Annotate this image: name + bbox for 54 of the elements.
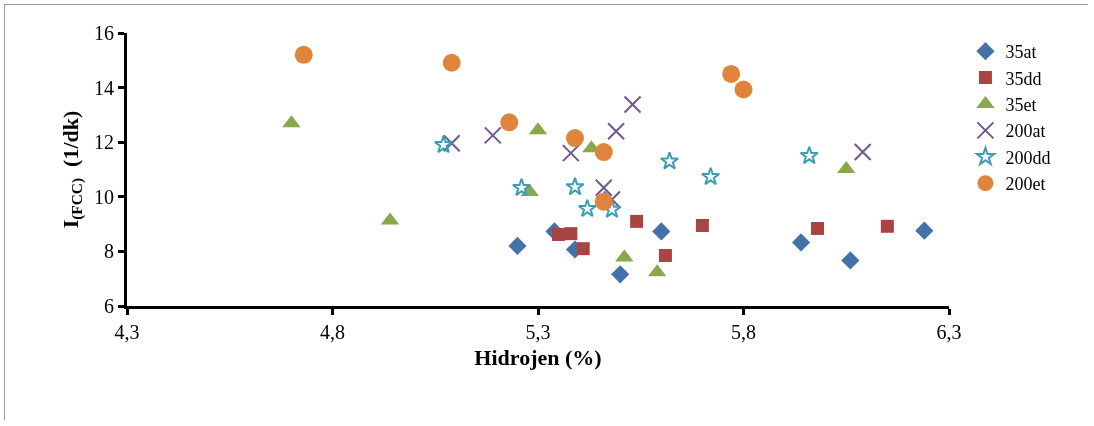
point [607,122,626,141]
point [442,134,461,153]
point [630,214,644,228]
point [880,219,894,233]
x-tick-label: 4,8 [320,321,345,343]
point [511,177,532,197]
point [508,236,527,256]
point [652,222,671,241]
point [623,95,642,114]
legend-label: 35et [1005,95,1037,116]
y-tick-label: 10 [94,185,114,208]
point [500,113,519,132]
point [810,221,824,235]
point [853,143,872,162]
point [564,227,578,241]
point [594,178,613,197]
x-tick-label: 5,8 [731,321,756,343]
y-tick-label: 16 [94,22,114,44]
point [658,249,672,262]
point [722,64,741,83]
legend-label: 35at [1005,42,1037,63]
point [659,151,680,170]
legend-label: 35dd [1005,68,1042,89]
x-tick-label: 6,3 [936,321,962,343]
point [576,242,590,256]
point [561,144,580,163]
point [433,134,454,154]
point [565,176,585,196]
point [734,80,753,99]
x-tick-label: 4,3 [114,321,140,343]
legend-label: 200et [1005,174,1046,195]
point [695,218,709,232]
point [594,192,613,211]
y-tick-label: 12 [94,131,114,154]
point [552,227,566,241]
point [611,265,630,284]
y-tick-label: 6 [104,295,114,317]
x-axis-title: Hidrojen (%) [474,344,602,370]
point [700,166,721,186]
y-tick-label: 14 [94,76,114,99]
point [841,251,860,270]
point [566,129,584,148]
point [791,233,811,252]
point [915,221,934,240]
point [442,53,461,72]
x-tick-label: 5,3 [525,321,551,343]
point [799,145,819,165]
point [594,143,613,162]
point [294,45,313,64]
legend-label: 200dd [1005,147,1051,168]
y-tick-label: 8 [104,240,114,263]
point [577,198,597,218]
legend-label: 200at [1005,121,1046,142]
point [483,126,502,145]
